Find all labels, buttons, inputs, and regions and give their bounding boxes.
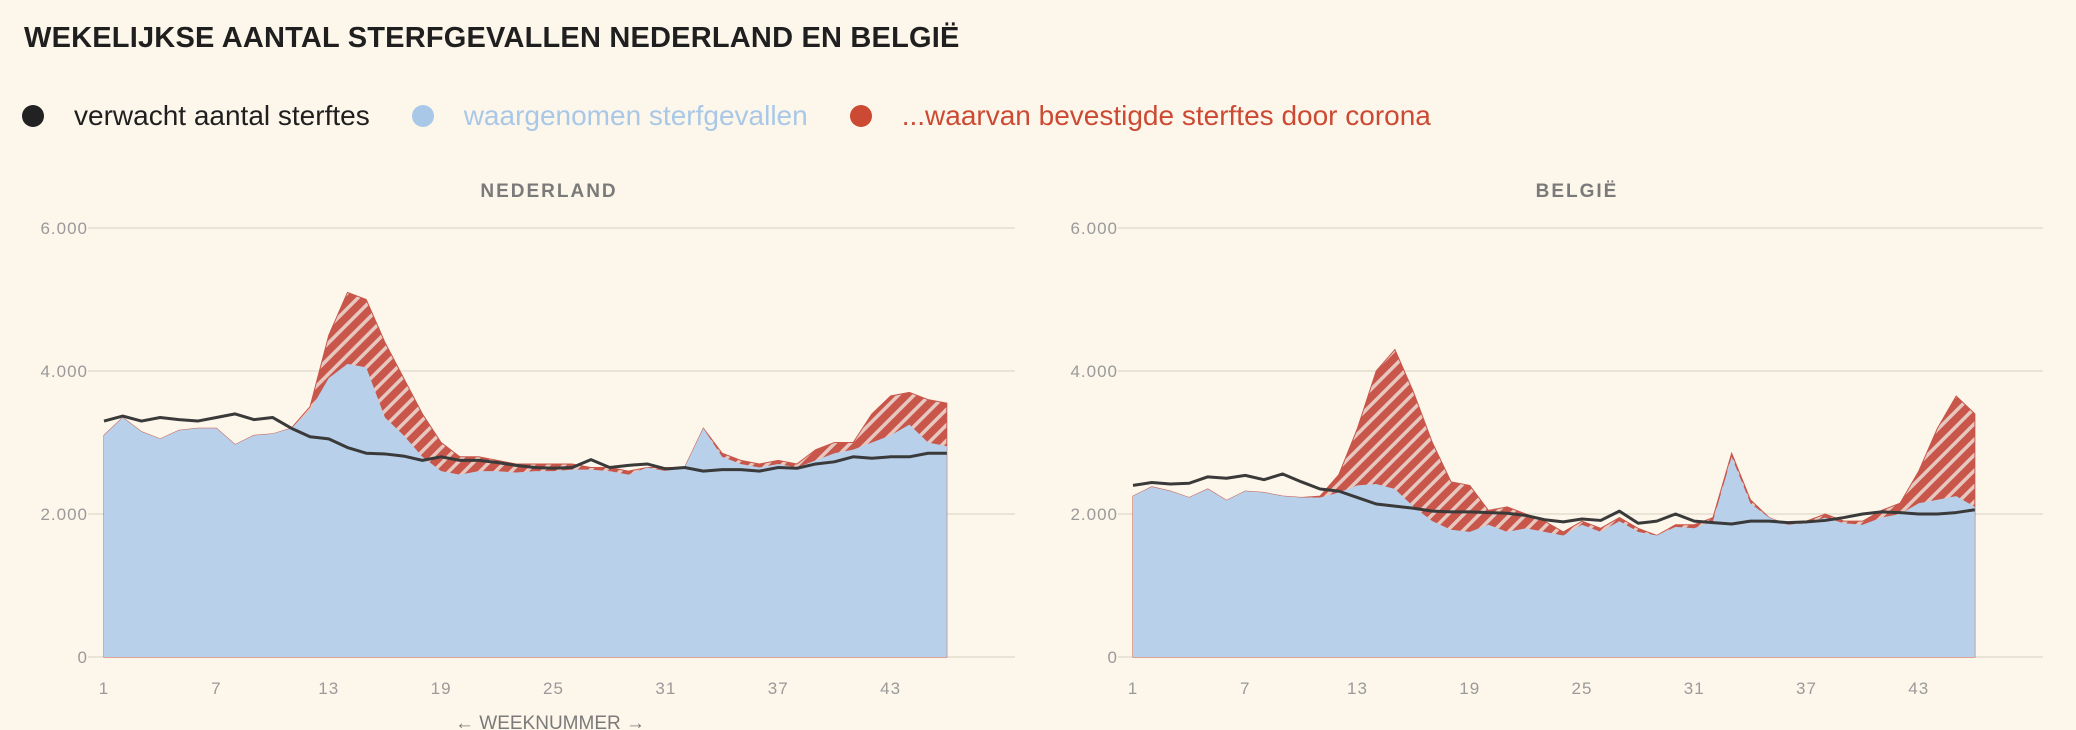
legend-label-observed: waargenomen sterfgevallen [463,100,808,131]
series-line-expected [103,412,947,473]
series-area-observed [104,363,947,657]
y-tick-label: 2.000 [40,505,88,524]
x-tick-label: 43 [1908,679,1929,698]
panel-title: NEDERLAND [480,181,617,202]
legend-item-corona: ...waarvan bevestigde sterftes door coro… [849,100,1431,132]
x-tick-label: 7 [1240,679,1250,698]
x-tick-label: 1 [1128,679,1138,698]
chart-legend: verwacht aantal sterftes waargenomen ste… [22,100,1473,132]
legend-item-observed: waargenomen sterfgevallen [411,100,808,132]
chart-panel-nederland: NEDERLAND 6.000 4.000 2.000 01 7 13 19 25 31 37 43 [40,181,1015,698]
x-tick-label: 37 [1796,679,1817,698]
legend-dot-observed [411,105,434,127]
y-tick-label: 6.000 [40,219,88,238]
series-line-expected [1132,472,1976,526]
x-axis-label: ← WEEKNUMMER → [455,713,645,730]
x-tick-label: 13 [1347,679,1368,698]
legend-item-expected: verwacht aantal sterftes [22,100,370,132]
legend-label-expected: verwacht aantal sterftes [74,100,370,131]
panel-title: BELGIË [1536,181,1619,202]
x-tick-label: 31 [1684,679,1705,698]
x-tick-label: 19 [1459,679,1480,698]
x-tick-label: 13 [318,679,339,698]
page-title: WEKELIJKSE AANTAL STERFGEVALLEN NEDERLAN… [24,22,960,54]
y-tick-label: 4.000 [1070,362,1118,381]
legend-dot-expected [22,105,44,127]
chart-panel-belgie: BELGIË 6.000 4.000 2.000 01 7 13 19 25 31 37 43 [1070,181,2043,698]
x-tick-label: 25 [543,679,564,698]
x-tick-label: 19 [431,679,452,698]
y-tick-label: 2.000 [1070,505,1118,524]
y-tick-label: 4.000 [40,362,88,381]
x-tick-label: 43 [880,679,901,698]
x-tick-label: 37 [768,679,789,698]
x-tick-label: 31 [655,679,676,698]
legend-dot-corona [849,105,872,127]
x-tick-label: 1 [99,679,109,698]
y-tick-label: 0 [78,648,88,667]
legend-label-corona: ...waarvan bevestigde sterftes door coro… [901,100,1431,131]
x-tick-label: 25 [1572,679,1593,698]
x-tick-label: 7 [211,679,221,698]
series-area-observed [1133,456,1975,657]
y-tick-label: 6.000 [1070,219,1118,238]
y-tick-label: 0 [1108,648,1118,667]
